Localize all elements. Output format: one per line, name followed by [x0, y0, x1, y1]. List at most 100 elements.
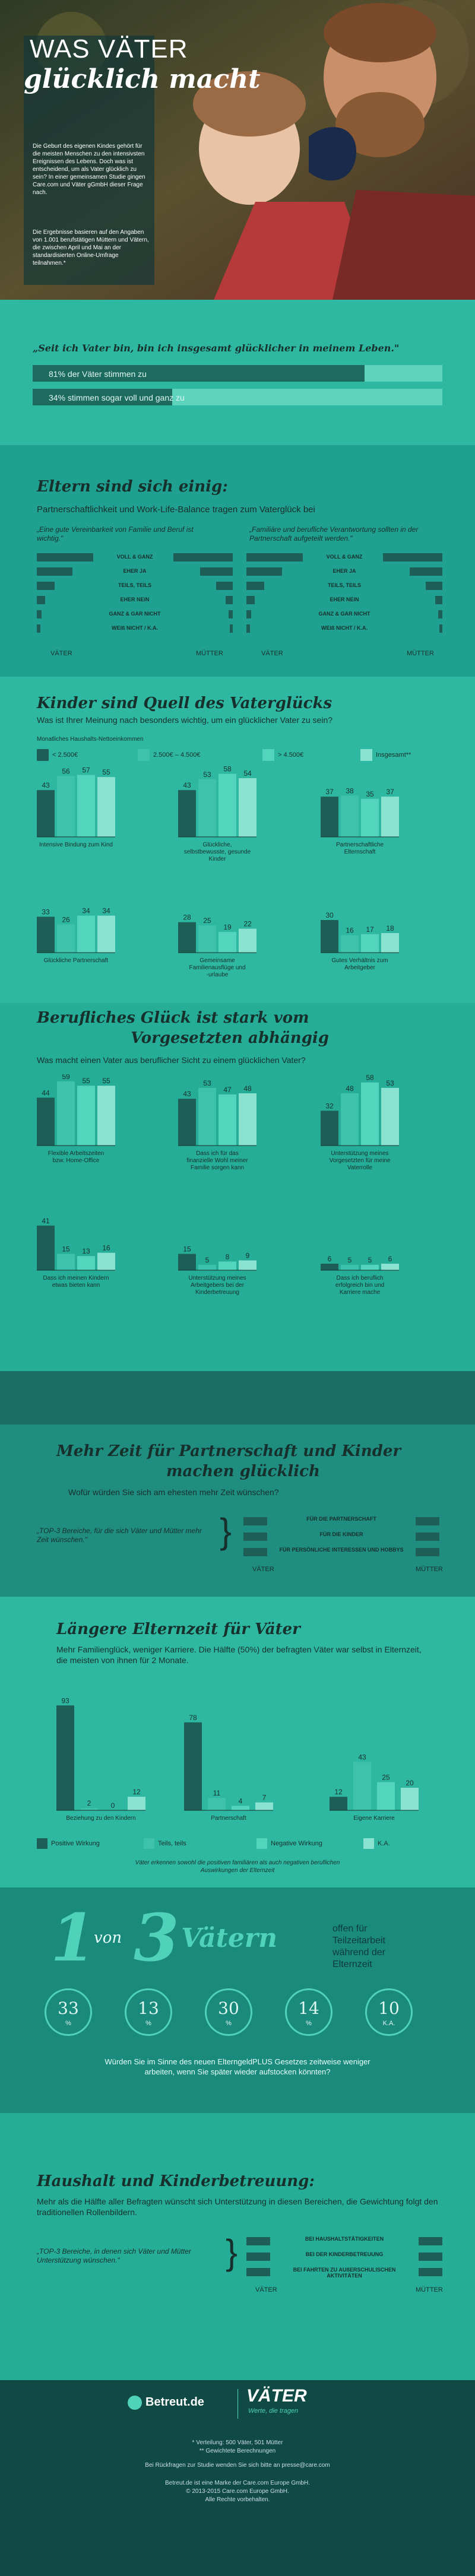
- agree-row: VOLL & GANZ: [246, 552, 442, 563]
- bar-2-3: [381, 1087, 399, 1146]
- household-col-fathers: VÄTER: [255, 2286, 277, 2293]
- agree-row-label: GANZ & GAR NICHT: [318, 611, 370, 617]
- bar-4-0: [178, 922, 196, 953]
- footer-logo2-tag: Werte, die tragen: [248, 2407, 299, 2415]
- quote-text: „Seit ich Vater bin, bin ich insgesamt g…: [33, 342, 400, 354]
- agree-row-bar-mothers: [226, 596, 233, 604]
- agree-row-label: TEILS, TEILS: [118, 582, 151, 588]
- agree-title: Eltern sind sich einig:: [37, 478, 228, 496]
- agree-row-bar-fathers: [246, 596, 255, 604]
- agree-row: EHER NEIN: [37, 595, 233, 605]
- bar-label-4-3: 22: [243, 920, 252, 928]
- leave-bar-label-0-0: 93: [61, 1696, 69, 1705]
- time-bar-fathers: [243, 1517, 267, 1525]
- hero-intro: Die Geburt des eigenen Kindes gehört für…: [33, 143, 145, 196]
- bar-0-0: [37, 1097, 55, 1146]
- bar-3-3: [97, 1252, 115, 1270]
- bar-label-5-0: 30: [325, 911, 334, 919]
- category-label-3: Glückliche Partnerschaft: [44, 957, 109, 964]
- children-section: Kinder sind Quell des Vaterglücks Was is…: [0, 677, 475, 1003]
- bar-label-0-1: 59: [62, 1074, 70, 1081]
- bar-label-4-2: 19: [223, 923, 232, 931]
- leave-legend-swatch-na: [363, 1838, 374, 1849]
- household-rows: BEI HAUSHALTSTÄTIGKEITEN BEI DER KINDERBE…: [246, 2235, 442, 2282]
- quote-bar1-fill: [33, 365, 365, 382]
- bar-3-3: [97, 915, 115, 953]
- footer-section: Betreut.de VÄTER Werte, die tragen * Ver…: [0, 2380, 475, 2576]
- time-bar-mothers: [416, 1517, 439, 1525]
- bar-label-0-3: 55: [102, 1077, 110, 1085]
- agree-row-bar-fathers: [246, 553, 303, 561]
- hero-title-line1: WAS VÄTER: [30, 34, 188, 64]
- household-row: BEI DER KINDERBETREUUNG: [246, 2250, 442, 2263]
- bar-5-3: [381, 933, 399, 953]
- leave-bar-label-2-1: 43: [358, 1753, 366, 1761]
- category-label-2: Elternschaft: [344, 849, 376, 855]
- agree-right-question: „Familiäre und berufliche Verantwortung …: [249, 525, 419, 543]
- bar-4-2: [218, 932, 236, 953]
- category-label-0: Flexible Arbeitszeiten: [48, 1150, 104, 1157]
- job-title-line1: Berufliches Glück ist stark vom: [37, 1009, 309, 1027]
- category-label-4: Arbeitgebers bei der: [191, 1282, 245, 1289]
- stat-circle-unit: %: [226, 2020, 232, 2027]
- bar-5-2: [361, 1264, 379, 1270]
- leave-bar-label-0-1: 2: [87, 1799, 91, 1807]
- time-row-label: FÜR DIE KINDER: [319, 1531, 363, 1537]
- time-subtitle: Wofür würden Sie sich am ehesten mehr Ze…: [68, 1487, 279, 1497]
- stat-circle-number: 13: [138, 1998, 159, 2018]
- agree-row-bar-fathers: [37, 553, 93, 561]
- time-brace: }: [220, 1511, 232, 1551]
- bar-2-2: [361, 798, 379, 837]
- bar-0-1: [57, 776, 75, 837]
- household-bar-fathers: [246, 2253, 270, 2261]
- bar-label-0-2: 57: [82, 766, 90, 775]
- bar-label-2-2: 58: [366, 1074, 374, 1082]
- agree-row-label: VOLL & GANZ: [116, 554, 153, 560]
- household-row-label: BEI DER KINDERBETREUUNG: [305, 2251, 384, 2257]
- bar-1-3: [239, 778, 256, 837]
- agree-row-bar-mothers: [383, 553, 442, 561]
- agree-right-col-fathers: VÄTER: [261, 650, 283, 657]
- household-bar-mothers: [419, 2253, 442, 2261]
- agree-row-bar-mothers: [229, 610, 233, 618]
- one-of-three-question: Würden Sie im Sinne des neuen Elterngeld…: [104, 2057, 370, 2076]
- bar-label-0-2: 55: [82, 1077, 90, 1085]
- leave-bar-2-1: [353, 1762, 371, 1810]
- bar-label-2-2: 35: [366, 790, 374, 798]
- bar-label-3-3: 34: [102, 907, 110, 915]
- footer-note1: * Verteilung: 500 Väter, 501 Mütter: [192, 2439, 283, 2446]
- bar-label-0-0: 43: [42, 781, 50, 789]
- agree-row-bar-fathers: [37, 582, 55, 590]
- agree-right-bars: VOLL & GANZ EHER JA TEILS, TEILS EHER NEIN G…: [246, 552, 442, 647]
- children-income-label: Monatliches Haushalts-Nettoeinkommen: [37, 736, 144, 743]
- time-bar-fathers: [243, 1548, 267, 1556]
- bar-label-1-0: 43: [183, 781, 191, 789]
- leave-bar-label-2-2: 25: [382, 1774, 390, 1782]
- bar-1-2: [218, 773, 236, 837]
- agree-left-question: „Eine gute Vereinbarkeit von Familie und…: [37, 525, 194, 543]
- bar-1-3: [239, 1093, 256, 1146]
- footer-legal2: © 2013-2015 Care.com Europe GmbH.: [186, 2488, 289, 2495]
- agree-row-label: WEIß NICHT / K.A.: [112, 625, 158, 631]
- leave-legend-label-negative: Negative Wirkung: [271, 1840, 322, 1847]
- stat-circle-unit: %: [306, 2020, 312, 2027]
- children-title: Kinder sind Quell des Vaterglücks: [37, 694, 332, 712]
- category-label-1: Dass ich für das: [196, 1150, 239, 1157]
- bar-label-2-3: 53: [386, 1079, 394, 1087]
- leave-bar-2-3: [401, 1788, 419, 1810]
- vaetern-text: Vätern: [181, 1923, 278, 1953]
- time-row-label: FÜR DIE PARTNERSCHAFT: [306, 1516, 376, 1522]
- time-title-line1: Mehr Zeit für Partnerschaft und Kinder: [56, 1442, 401, 1460]
- hero-text-box: [24, 36, 154, 285]
- agree-right-chart: VOLL & GANZ EHER JA TEILS, TEILS EHER NEIN G…: [246, 552, 442, 653]
- bar-label-4-2: 8: [226, 1252, 230, 1261]
- legend-label-total: Insgesamt**: [376, 751, 411, 759]
- bar-3-0: [37, 916, 55, 953]
- legend-label-low: < 2.500€: [52, 751, 78, 759]
- agree-row: EHER JA: [246, 566, 442, 577]
- leave-category-label-2: Eigene Karriere: [353, 1815, 395, 1822]
- footer-logo2-text: VÄTER: [246, 2386, 307, 2406]
- bar-label-3-1: 15: [62, 1245, 70, 1254]
- time-row-label: FÜR PERSÖNLICHE INTERESSEN UND HOBBYS: [279, 1547, 404, 1553]
- leave-bar-2-0: [330, 1797, 347, 1810]
